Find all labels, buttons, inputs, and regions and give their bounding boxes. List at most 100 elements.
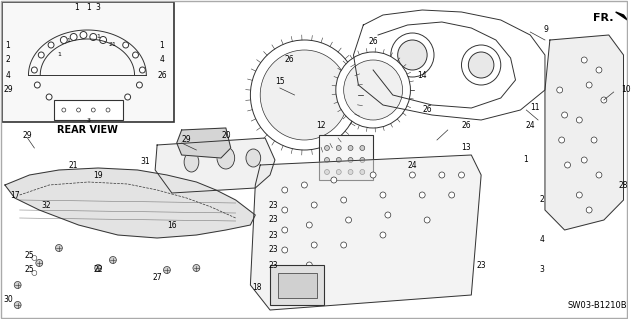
Text: 26: 26: [461, 121, 471, 130]
Bar: [278, 273, 317, 298]
Circle shape: [581, 57, 587, 63]
Circle shape: [100, 36, 106, 43]
Text: 21: 21: [69, 160, 78, 169]
Circle shape: [324, 158, 330, 162]
Circle shape: [61, 103, 67, 109]
Circle shape: [559, 137, 564, 143]
Circle shape: [458, 172, 465, 178]
Bar: [2, 2, 174, 122]
Circle shape: [250, 40, 358, 150]
Circle shape: [46, 94, 52, 100]
Bar: [319, 135, 373, 180]
Text: 3: 3: [96, 4, 100, 12]
Circle shape: [391, 33, 434, 77]
Text: 1: 1: [6, 41, 10, 49]
Circle shape: [282, 227, 288, 233]
Circle shape: [260, 50, 349, 140]
Circle shape: [360, 158, 365, 162]
Circle shape: [348, 158, 353, 162]
Circle shape: [581, 157, 587, 163]
Bar: [270, 265, 324, 305]
Text: 4: 4: [540, 235, 545, 244]
Circle shape: [601, 97, 607, 103]
Polygon shape: [177, 128, 231, 158]
Circle shape: [577, 192, 582, 198]
Text: 15: 15: [275, 78, 285, 86]
Circle shape: [344, 60, 403, 120]
Text: 23: 23: [476, 261, 486, 270]
Circle shape: [557, 87, 563, 93]
Circle shape: [106, 108, 110, 112]
Circle shape: [360, 145, 365, 151]
Circle shape: [193, 264, 200, 271]
Circle shape: [397, 40, 427, 70]
Circle shape: [31, 67, 37, 73]
Circle shape: [348, 145, 353, 151]
Circle shape: [307, 262, 312, 268]
Text: 3: 3: [86, 117, 90, 122]
Text: 1: 1: [159, 41, 164, 49]
Circle shape: [336, 145, 341, 151]
Text: 10: 10: [621, 85, 631, 94]
Circle shape: [577, 117, 582, 123]
Polygon shape: [250, 155, 481, 310]
Text: 26: 26: [157, 70, 167, 79]
Text: 26: 26: [422, 106, 432, 115]
Text: 23: 23: [268, 261, 278, 270]
Text: 4: 4: [159, 56, 164, 64]
Circle shape: [336, 158, 341, 162]
Text: 11: 11: [531, 103, 540, 113]
Text: 21: 21: [109, 42, 117, 48]
Circle shape: [311, 242, 317, 248]
Circle shape: [370, 172, 376, 178]
Circle shape: [70, 33, 77, 41]
Polygon shape: [616, 12, 627, 20]
Circle shape: [38, 52, 44, 58]
Circle shape: [307, 222, 312, 228]
Circle shape: [586, 207, 592, 213]
Text: 20: 20: [221, 130, 230, 139]
Circle shape: [311, 202, 317, 208]
Circle shape: [301, 182, 307, 188]
Text: 24: 24: [525, 121, 535, 130]
Text: 3: 3: [540, 265, 545, 275]
Circle shape: [109, 256, 116, 263]
Circle shape: [468, 52, 494, 78]
Text: 18: 18: [253, 284, 262, 293]
Polygon shape: [155, 138, 275, 193]
Text: REAR VIEW: REAR VIEW: [57, 125, 118, 135]
Circle shape: [282, 267, 288, 273]
Circle shape: [77, 108, 81, 112]
Text: 19: 19: [93, 170, 103, 180]
Circle shape: [125, 94, 131, 100]
Circle shape: [360, 169, 365, 174]
Text: 26: 26: [285, 56, 294, 64]
Ellipse shape: [246, 149, 260, 167]
Circle shape: [340, 197, 347, 203]
Circle shape: [32, 271, 37, 276]
Ellipse shape: [217, 147, 235, 169]
Circle shape: [324, 145, 330, 151]
Circle shape: [136, 82, 142, 88]
Circle shape: [56, 244, 62, 251]
Circle shape: [282, 187, 288, 193]
Text: 32: 32: [42, 201, 51, 210]
Circle shape: [410, 172, 415, 178]
Text: 24: 24: [408, 160, 417, 169]
Circle shape: [385, 212, 391, 218]
Circle shape: [596, 67, 602, 73]
Text: SW03-B1210B: SW03-B1210B: [568, 300, 627, 309]
Text: 27: 27: [152, 273, 162, 283]
Text: 1: 1: [86, 4, 91, 12]
Circle shape: [591, 137, 597, 143]
Text: 2: 2: [6, 56, 10, 64]
Circle shape: [596, 172, 602, 178]
Circle shape: [163, 266, 170, 273]
Text: 25: 25: [25, 265, 35, 275]
Text: 23: 23: [268, 231, 278, 240]
Text: 29: 29: [22, 130, 32, 139]
Circle shape: [60, 36, 67, 43]
Text: 12: 12: [316, 121, 326, 130]
Circle shape: [32, 256, 37, 261]
Circle shape: [282, 207, 288, 213]
